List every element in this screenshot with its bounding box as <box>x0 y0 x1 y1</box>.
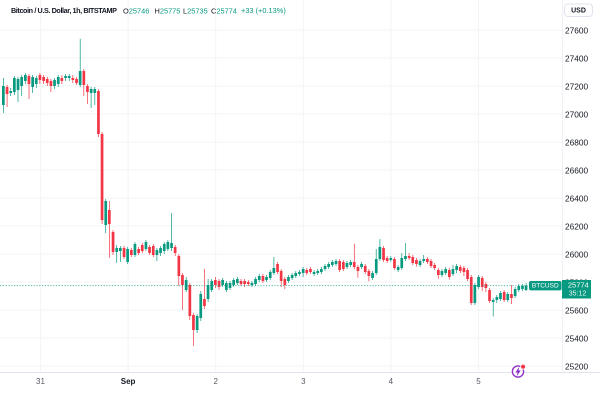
svg-text:27400: 27400 <box>565 54 588 64</box>
svg-text:C25774: C25774 <box>211 6 237 15</box>
svg-text:25774: 25774 <box>568 281 589 290</box>
svg-text:26800: 26800 <box>565 138 588 148</box>
svg-text:+33 (+0.13%): +33 (+0.13%) <box>241 6 286 15</box>
svg-text:3: 3 <box>301 377 306 386</box>
svg-text:USD: USD <box>571 7 586 14</box>
svg-text:26000: 26000 <box>565 250 588 260</box>
svg-text:BTCUSD: BTCUSD <box>532 283 559 290</box>
svg-text:26200: 26200 <box>565 222 588 232</box>
svg-text:L25735: L25735 <box>183 6 208 15</box>
svg-text:Sep: Sep <box>121 377 136 386</box>
svg-text:27200: 27200 <box>565 82 588 92</box>
svg-text:31: 31 <box>36 377 45 386</box>
svg-text:27600: 27600 <box>565 26 588 36</box>
svg-text:4: 4 <box>389 377 394 386</box>
svg-text:26400: 26400 <box>565 194 588 204</box>
svg-text:25200: 25200 <box>565 362 588 372</box>
svg-text:O25746: O25746 <box>123 6 149 15</box>
svg-text:Bitcoin / U.S. Dollar, 1h, BIT: Bitcoin / U.S. Dollar, 1h, BITSTAMP <box>11 6 117 15</box>
svg-text:25600: 25600 <box>565 306 588 316</box>
svg-text:27000: 27000 <box>565 110 588 120</box>
svg-text:2: 2 <box>213 377 218 386</box>
svg-text:26600: 26600 <box>565 166 588 176</box>
svg-text:5: 5 <box>476 377 481 386</box>
svg-text:H25775: H25775 <box>155 6 181 15</box>
svg-text:25400: 25400 <box>565 334 588 344</box>
svg-text:35:12: 35:12 <box>569 290 587 297</box>
